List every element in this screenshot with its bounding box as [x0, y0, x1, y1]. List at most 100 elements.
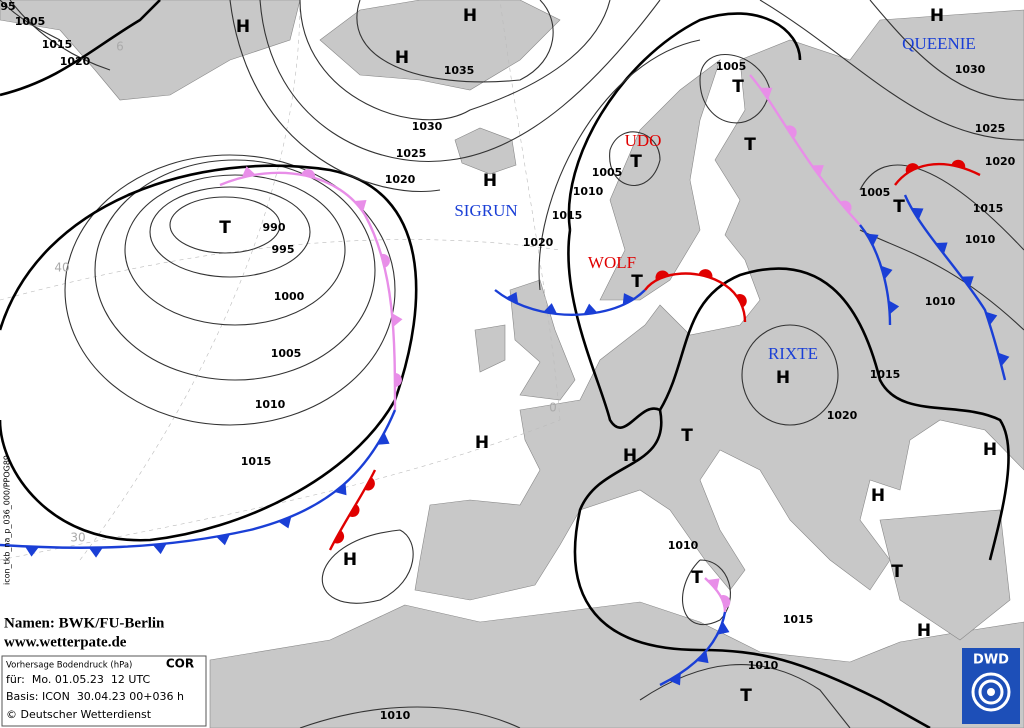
pressure-center: T [681, 426, 693, 446]
pressure-center: T [744, 135, 756, 155]
front-triangle [216, 534, 230, 546]
pressure-center: T [631, 272, 643, 292]
front-semicircle [905, 163, 919, 174]
info-flag: COR [166, 657, 194, 671]
front-triangle [866, 233, 879, 246]
pressure-center: H [776, 368, 790, 388]
pressure-center: T [891, 562, 903, 582]
isobar-label: 1015 [973, 202, 1004, 215]
front-triangle [935, 242, 948, 255]
front-semicircle [394, 372, 402, 387]
pressure-center: H [343, 550, 357, 570]
website: www.wetterpate.de [4, 634, 127, 650]
isobar-label: 1010 [255, 398, 286, 411]
credits: Namen: BWK/FU-Berlin [4, 615, 165, 631]
pressure-center: T [691, 568, 703, 588]
info-copyright: © Deutscher Wetterdienst [6, 708, 152, 721]
front-triangle [911, 207, 924, 220]
front-triangle [583, 303, 598, 315]
front-triangle [997, 352, 1010, 367]
front-triangle [88, 547, 103, 558]
pressure-center: H [871, 486, 885, 506]
front-triangle [622, 293, 635, 306]
front-line [644, 272, 747, 323]
isobar-label: 1020 [523, 236, 554, 249]
front-line [704, 577, 727, 613]
system-name: RIXTE [768, 344, 818, 363]
isobar-label: 1015 [870, 368, 901, 381]
fronts [0, 74, 1010, 687]
isobar-label: 995 [272, 243, 295, 256]
pressure-center: H [917, 621, 931, 641]
front-triangle [717, 621, 730, 635]
isobar-label: 1020 [385, 173, 416, 186]
isobar-label: 1015 [783, 613, 814, 626]
isobar-label: 1025 [975, 122, 1006, 135]
info-basis: Basis: ICON 30.04.23 00+036 h [6, 690, 184, 703]
grid-label: 40 [54, 261, 69, 275]
front-triangle [334, 483, 347, 496]
isobar-label: 1010 [925, 295, 956, 308]
isobar-label: 1030 [955, 63, 986, 76]
front-triangle [152, 543, 167, 555]
pressure-center: H [395, 48, 409, 68]
front-triangle [707, 578, 720, 591]
isobar-label: 1005 [15, 15, 46, 28]
front-triangle [241, 166, 256, 178]
isobar-label: 95 [0, 0, 15, 13]
system-name: UDO [625, 131, 662, 150]
front-triangle [881, 265, 893, 280]
grid-label: 0 [549, 401, 557, 415]
isobar-label: 1015 [42, 38, 73, 51]
front-triangle [811, 165, 824, 177]
logo-ring [978, 679, 1004, 705]
isobar-label: 1025 [396, 147, 427, 160]
front-semicircle [364, 477, 375, 491]
front-line [903, 194, 1007, 381]
info-title: Vorhersage Bodendruck (hPa) [6, 661, 132, 671]
pressure-center: H [983, 440, 997, 460]
front-semicircle [301, 169, 316, 178]
isobar-label: 1005 [860, 186, 891, 199]
isobar-label: 1015 [552, 209, 583, 222]
info-valid: für: Mo. 01.05.23 12 UTC [6, 673, 150, 686]
front-line [659, 611, 727, 687]
isobar-label: 1005 [716, 60, 747, 73]
isobar-label: 990 [263, 221, 286, 234]
front-triangle [278, 516, 292, 529]
front-line [894, 162, 981, 186]
front-semicircle [348, 503, 360, 517]
isobar-label: 1010 [668, 539, 699, 552]
front-triangle [961, 276, 974, 288]
pressure-center: H [475, 433, 489, 453]
isobar-label: 1000 [274, 290, 305, 303]
isobar-label: 1015 [241, 455, 272, 468]
side-text: icon_tkb_na_p_036_000/PPOG89 [3, 455, 12, 585]
isobar-label: 1010 [380, 709, 411, 722]
isobar-label: 1035 [444, 64, 475, 77]
logo-ring [971, 672, 1011, 712]
front-semicircle [839, 200, 852, 213]
isobar-label: 1020 [60, 55, 91, 68]
front-semicircle [785, 125, 797, 139]
grid-label: 30 [70, 531, 85, 545]
front-triangle [543, 303, 558, 315]
info-box: Vorhersage Bodendruck (hPa) COR für: Mo.… [1, 655, 207, 727]
front-semicircle [721, 595, 731, 609]
dwd-logo: DWD [962, 648, 1020, 724]
front-semicircle [736, 294, 747, 308]
front-line [0, 409, 397, 549]
front-triangle [505, 291, 519, 305]
pressure-center: H [623, 446, 637, 466]
front-semicircle [655, 270, 670, 280]
front-line [859, 224, 892, 326]
front-semicircle [381, 253, 390, 268]
front-triangle [760, 87, 773, 100]
front-triangle [24, 546, 39, 557]
front-triangle [668, 673, 681, 686]
grid-label: 6 [116, 40, 124, 54]
pressure-center: H [930, 6, 944, 26]
